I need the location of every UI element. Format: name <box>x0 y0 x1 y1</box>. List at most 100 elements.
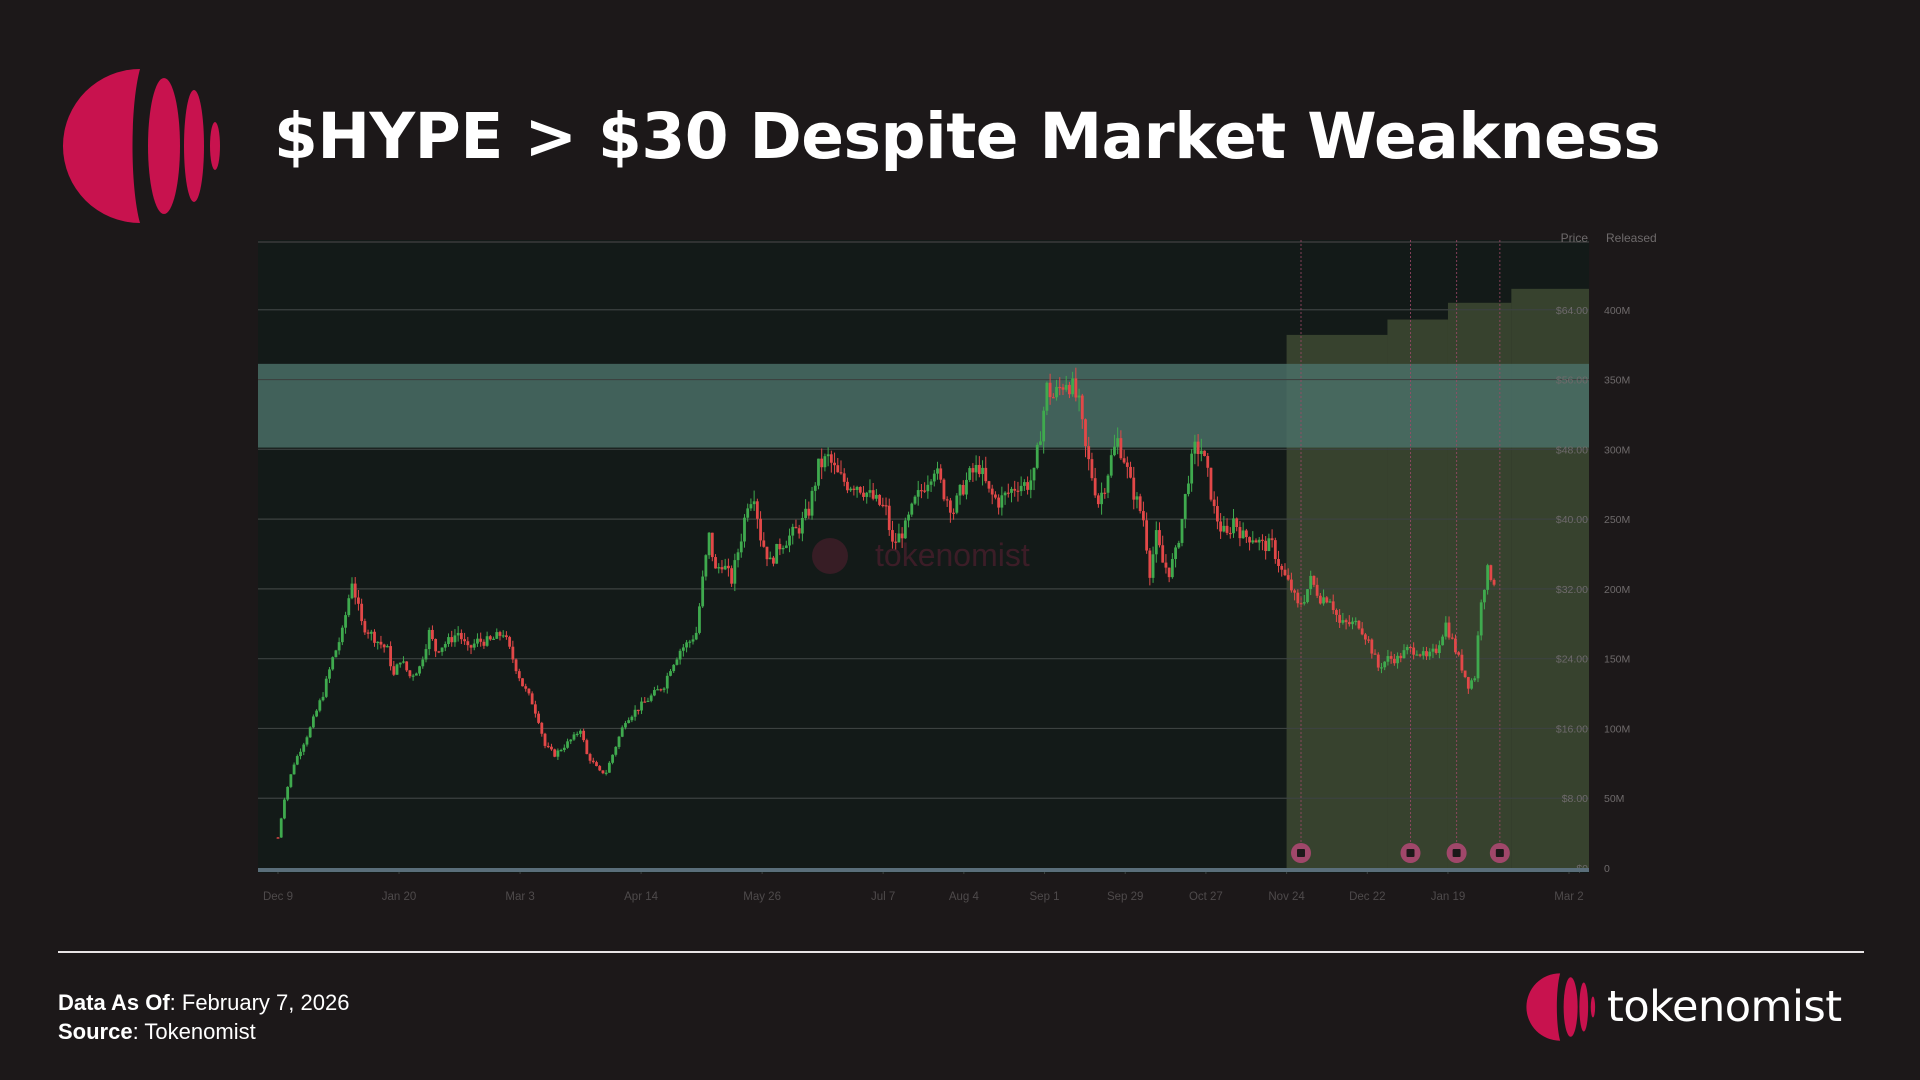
candle-body <box>1235 518 1239 528</box>
candle-body <box>585 740 589 755</box>
candle-body <box>842 473 846 482</box>
candle-body <box>1322 597 1325 604</box>
price-tick-label: $48.00 <box>1556 444 1588 456</box>
candle-body <box>1029 480 1033 490</box>
candle-body <box>1016 490 1020 492</box>
candle-body <box>1010 488 1013 493</box>
candle-body <box>447 637 450 645</box>
candle-body <box>717 567 721 569</box>
candle-body <box>865 492 869 497</box>
price-tick-label: $8.00 <box>1562 793 1588 805</box>
candle-body <box>331 657 335 670</box>
candle-body <box>894 541 898 543</box>
candle-body <box>710 532 714 558</box>
x-tick-label: Jul 7 <box>871 891 895 903</box>
candle-body <box>505 635 508 638</box>
unlock-marker-glyph <box>1297 849 1306 857</box>
released-tick-label: 50M <box>1604 793 1624 805</box>
candle-body <box>1167 567 1171 578</box>
candle-body <box>1412 647 1416 655</box>
price-tick-label: $64.00 <box>1556 305 1588 317</box>
candle-body <box>961 484 965 495</box>
candle-body <box>707 532 711 556</box>
candle-body <box>836 465 840 473</box>
candle-body <box>665 675 669 689</box>
candle-body <box>749 504 753 509</box>
candle-body <box>765 546 769 560</box>
candle-body <box>517 671 521 679</box>
unlock-marker-glyph <box>1452 849 1461 857</box>
candle-body <box>1331 601 1335 611</box>
candle-body <box>1170 559 1174 578</box>
candle-body <box>308 727 312 738</box>
candle-body <box>1437 645 1441 653</box>
candle-body <box>630 716 634 721</box>
data-as-of-line: Data As Of: February 7, 2026 <box>58 990 350 1015</box>
candle-body <box>891 530 894 542</box>
candle-body <box>302 744 306 752</box>
candle-body <box>685 642 688 648</box>
candle-body <box>357 597 360 604</box>
candle-body <box>1074 378 1078 398</box>
candle-body <box>289 774 293 787</box>
candle-body <box>1267 538 1271 552</box>
candle-body <box>286 786 290 800</box>
candle-body <box>942 479 946 500</box>
candle-body <box>283 799 286 819</box>
candle-body <box>858 486 862 493</box>
candle-body <box>1084 419 1087 447</box>
candle-body <box>1251 540 1255 543</box>
candle-body <box>1093 478 1097 496</box>
candle-body <box>334 650 338 658</box>
candle-body <box>1460 654 1464 671</box>
watermark-logo-icon <box>812 538 848 574</box>
candle-body <box>1238 527 1242 539</box>
candle-body <box>1402 650 1406 659</box>
candle-body <box>373 631 376 643</box>
candle-body <box>1100 492 1103 505</box>
candle-body <box>1309 575 1313 590</box>
candle-body <box>1196 441 1200 455</box>
candle-body <box>553 749 557 757</box>
candle-body <box>1489 565 1493 580</box>
candle-body <box>952 512 955 514</box>
candle-body <box>434 639 438 652</box>
candle-body <box>1367 639 1371 641</box>
x-tick-label: Apr 14 <box>624 891 658 903</box>
candle-body <box>1174 547 1177 560</box>
candle-body <box>1386 656 1390 662</box>
candle-body <box>324 678 328 697</box>
candle-body <box>714 557 717 569</box>
candle-body <box>395 664 399 675</box>
candle-body <box>653 690 656 696</box>
candle-body <box>1325 597 1329 603</box>
candle-body <box>1357 620 1361 629</box>
candle-body <box>752 501 756 505</box>
candle-body <box>1425 651 1428 657</box>
candle-body <box>1396 655 1399 664</box>
candle-body <box>1373 653 1377 655</box>
candle-body <box>681 647 685 651</box>
candle-body <box>1405 646 1409 651</box>
released-tick-label: 350M <box>1604 375 1630 387</box>
candle-body <box>823 456 827 468</box>
candle-body <box>775 543 779 564</box>
candle-body <box>1450 637 1454 639</box>
candle-body <box>392 666 396 675</box>
candle-body <box>807 508 811 516</box>
candle-body <box>1071 378 1075 395</box>
candle-body <box>382 644 386 648</box>
candle-body <box>678 650 682 660</box>
candle-body <box>1344 620 1348 623</box>
candle-body <box>887 505 891 531</box>
candle-body <box>1257 539 1261 543</box>
released-tick-label: 250M <box>1604 514 1630 526</box>
candle-body <box>1338 614 1342 623</box>
candle-body <box>521 678 524 687</box>
candle-body <box>495 632 499 639</box>
candle-body <box>656 689 660 691</box>
candle-body <box>569 739 573 742</box>
candle-body <box>595 762 598 767</box>
candle-body <box>1109 455 1113 476</box>
candle-body <box>1444 622 1448 637</box>
